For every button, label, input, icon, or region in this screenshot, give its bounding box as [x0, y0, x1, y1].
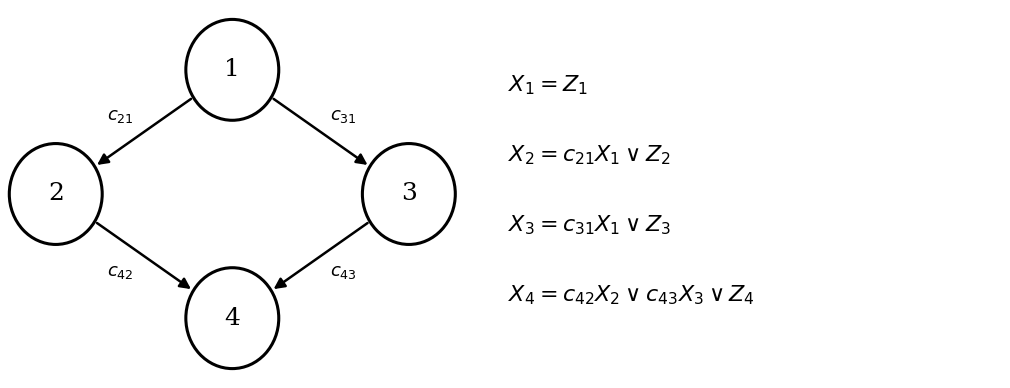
Ellipse shape — [9, 144, 102, 244]
Text: 3: 3 — [401, 182, 417, 206]
Ellipse shape — [186, 268, 279, 369]
Text: $c_{42}$: $c_{42}$ — [107, 263, 134, 281]
Text: $X_1 = Z_1$: $X_1 = Z_1$ — [508, 74, 588, 97]
Text: $X_4 = c_{42}X_2 \vee c_{43}X_3 \vee Z_4$: $X_4 = c_{42}X_2 \vee c_{43}X_3 \vee Z_4… — [508, 283, 755, 307]
Ellipse shape — [363, 144, 456, 244]
Text: 1: 1 — [224, 58, 240, 81]
Text: 4: 4 — [224, 307, 240, 330]
Text: $X_2 = c_{21}X_1 \vee Z_2$: $X_2 = c_{21}X_1 \vee Z_2$ — [508, 144, 671, 167]
Text: $X_3 = c_{31}X_1 \vee Z_3$: $X_3 = c_{31}X_1 \vee Z_3$ — [508, 213, 672, 237]
Text: $c_{31}$: $c_{31}$ — [330, 107, 358, 125]
Text: 2: 2 — [47, 182, 64, 206]
Text: $c_{43}$: $c_{43}$ — [330, 263, 358, 281]
Ellipse shape — [186, 19, 279, 120]
Text: $c_{21}$: $c_{21}$ — [107, 107, 134, 125]
